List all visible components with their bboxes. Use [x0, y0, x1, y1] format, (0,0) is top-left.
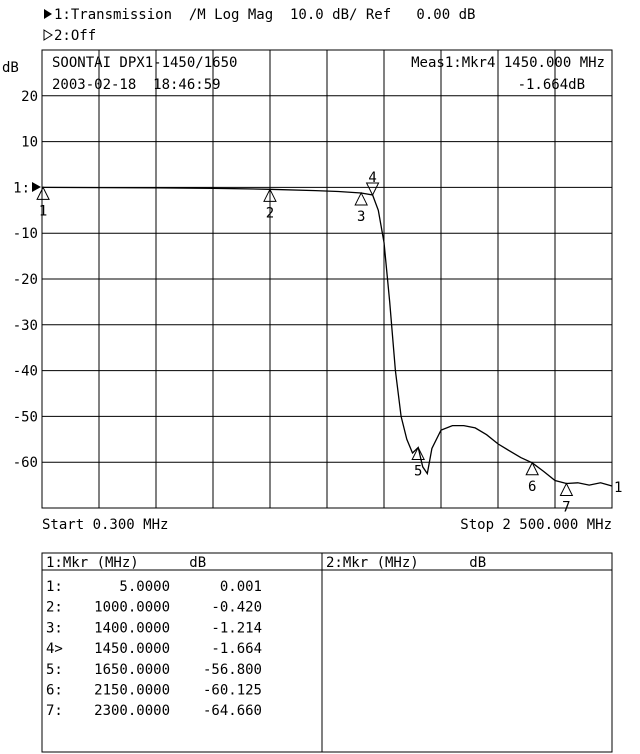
table-cell: -1.664: [211, 641, 262, 657]
trace: [41, 186, 613, 487]
table-cell: 1400.0000: [94, 620, 170, 636]
table-cell: 5.0000: [119, 579, 170, 595]
table-header: 1:Mkr (MHz) dB: [46, 555, 206, 571]
table-cell: 7:: [46, 703, 63, 719]
table-cell: 1650.0000: [94, 662, 170, 678]
marker-label: 4: [368, 170, 376, 186]
y-tick-label: 20: [21, 89, 38, 105]
y-tick-label: -40: [13, 364, 38, 380]
table-cell: -0.420: [211, 600, 262, 616]
annotation: Meas1:Mkr4 1450.000 MHz: [411, 55, 605, 71]
table-cell: 1000.0000: [94, 600, 170, 616]
table-cell: -64.660: [203, 703, 262, 719]
annotation: -1.664dB: [518, 77, 585, 93]
y-tick-label: -30: [13, 318, 38, 334]
table-cell: 5:: [46, 662, 63, 678]
trace-label: 1: [614, 480, 622, 496]
y-unit: dB: [2, 60, 19, 76]
table-cell: 0.001: [220, 579, 262, 595]
annotation: 2003-02-18 18:46:59: [52, 77, 221, 93]
table-cell: 2150.0000: [94, 683, 170, 699]
y-tick-label: -60: [13, 455, 38, 471]
marker-label: 1: [39, 203, 47, 219]
y-tick-label: -20: [13, 272, 38, 288]
table-cell: 4>: [46, 641, 63, 657]
table-cell: 6:: [46, 683, 63, 699]
start-label: Start 0.300 MHz: [42, 517, 168, 533]
y-tick-label: 10: [21, 135, 38, 151]
marker: [525, 461, 539, 476]
table-header: 2:Mkr (MHz) dB: [326, 555, 486, 571]
table-cell: 2300.0000: [94, 703, 170, 719]
table-cell: -56.800: [203, 662, 262, 678]
table-cell: 1:: [46, 579, 63, 595]
marker-label: 6: [528, 479, 536, 495]
marker: [354, 191, 368, 206]
y-tick-label: 1:: [13, 180, 30, 196]
table-cell: -60.125: [203, 683, 262, 699]
marker-label: 5: [414, 464, 422, 480]
trace2-indicator: [43, 29, 53, 41]
marker: [365, 182, 380, 197]
marker: [411, 446, 425, 461]
table-cell: -1.214: [211, 620, 262, 636]
table-cell: 2:: [46, 600, 63, 616]
trace1-indicator: [44, 9, 52, 19]
marker: [36, 186, 50, 200]
table-cell: 1450.0000: [94, 641, 170, 657]
annotation: SOONTAI DPX1-1450/1650: [52, 55, 237, 71]
y-tick-label: -10: [13, 226, 38, 242]
marker: [263, 188, 277, 202]
ref-indicator: [32, 182, 41, 192]
header-line1: 1:Transmission /M Log Mag 10.0 dB/ Ref 0…: [54, 7, 475, 23]
y-tick-label: -50: [13, 409, 38, 425]
stop-label: Stop 2 500.000 MHz: [460, 517, 612, 533]
marker-label: 2: [266, 205, 274, 221]
header-line2: 2:Off: [54, 28, 96, 44]
marker: [559, 482, 574, 497]
marker-label: 7: [562, 500, 570, 516]
table-cell: 3:: [46, 620, 63, 636]
marker-label: 3: [357, 209, 365, 225]
marker-table: [41, 552, 613, 753]
